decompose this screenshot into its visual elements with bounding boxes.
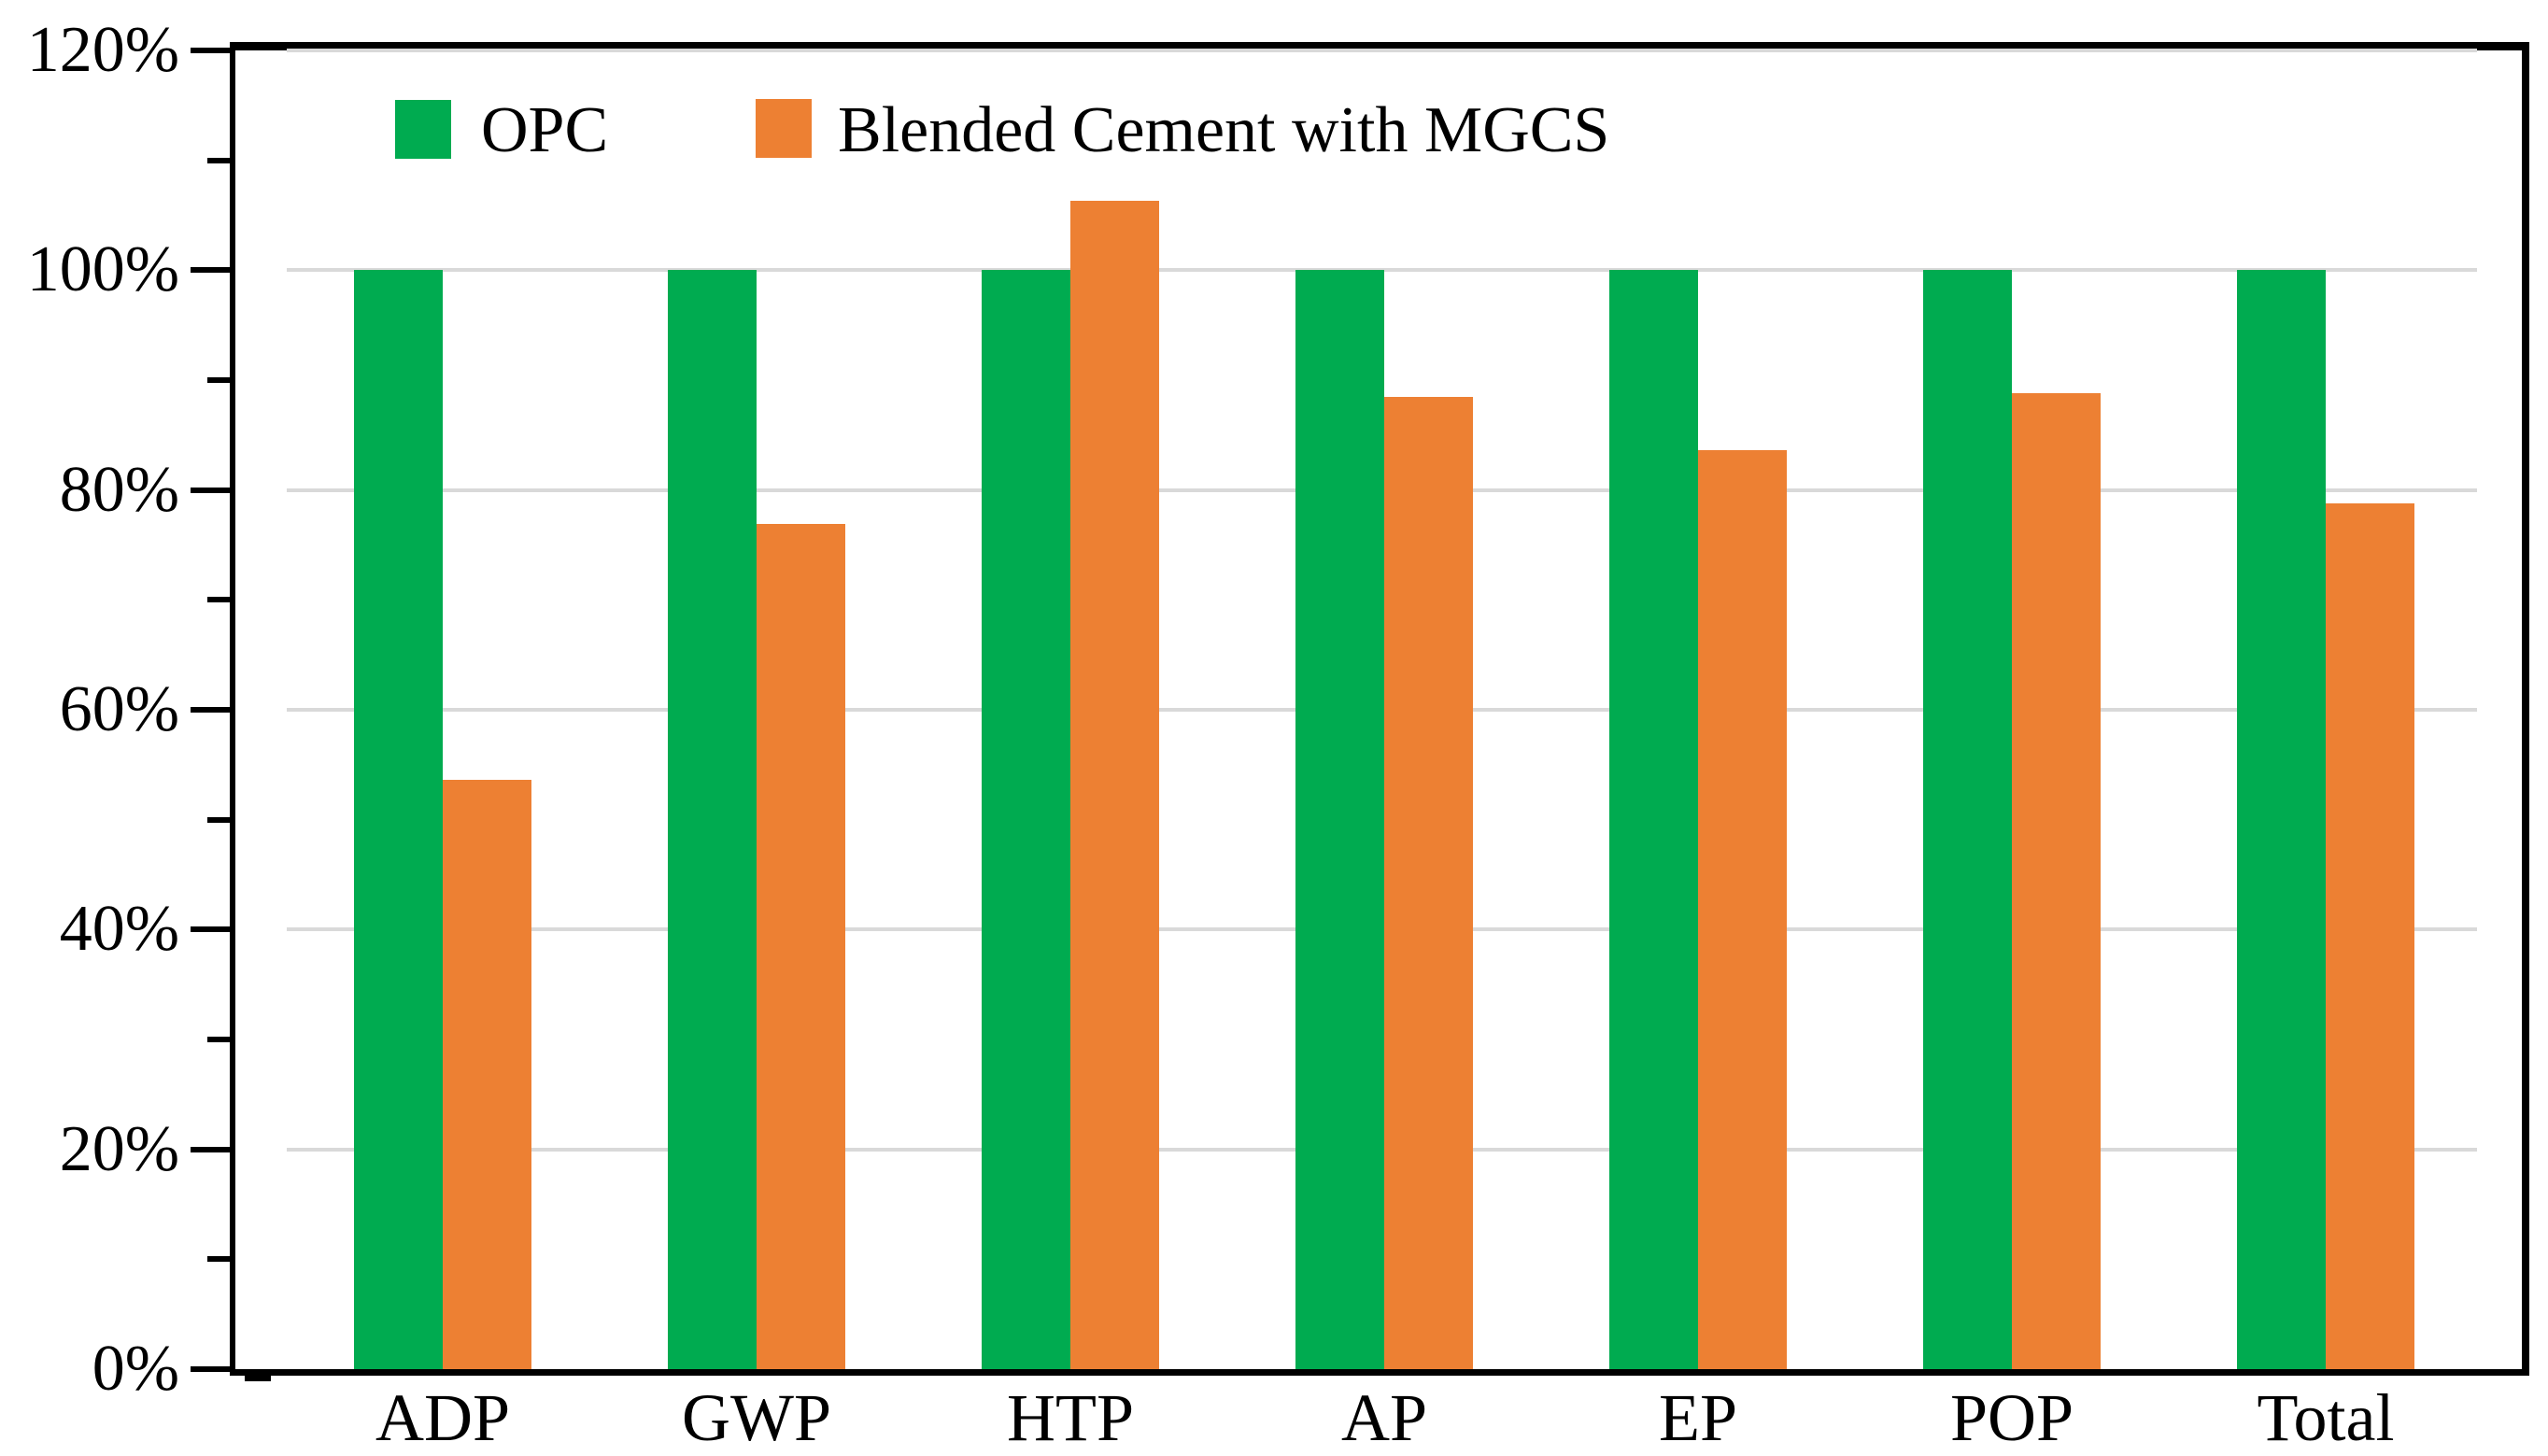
y-axis-label-20pct: 20% [59, 1112, 179, 1185]
y-major-tick-0 [191, 1366, 230, 1372]
gridline-120 [287, 49, 2477, 52]
y-minor-tick-110 [207, 157, 230, 163]
x-axis-label-ap: AP [1340, 1380, 1428, 1455]
x-axis-label-htp: HTP [1006, 1380, 1135, 1455]
y-axis-label-80pct: 80% [59, 453, 179, 526]
bar-opc-ep [1609, 270, 1698, 1369]
bar-blended-total [2326, 502, 2414, 1369]
legend-swatch-blended-cement [756, 99, 812, 158]
legend-label-opc: OPC [481, 94, 609, 166]
y-major-tick-80 [191, 487, 230, 493]
y-axis-label-40pct: 40% [59, 893, 179, 966]
x-axis-label-ep: EP [1658, 1380, 1738, 1455]
x-axis-label-total: Total [2257, 1380, 2395, 1455]
y-minor-tick-70 [207, 597, 230, 603]
bar-blended-ep [1698, 450, 1787, 1369]
bar-opc-total [2237, 270, 2326, 1369]
bar-opc-ap [1295, 270, 1384, 1369]
bar-blended-pop [2012, 393, 2101, 1369]
y-axis-label-60pct: 60% [59, 673, 179, 745]
y-axis-label-100pct: 100% [26, 233, 179, 306]
plot-area [230, 42, 2529, 1376]
y-minor-tick-50 [207, 816, 230, 823]
y-minor-tick-90 [207, 377, 230, 383]
x-axis-corner-tick [245, 1373, 271, 1381]
y-axis-label-0pct: 0% [92, 1333, 179, 1405]
y-major-tick-20 [191, 1146, 230, 1152]
y-major-tick-100 [191, 267, 230, 274]
y-major-tick-120 [191, 48, 230, 53]
bar-blended-gwp [757, 524, 845, 1369]
x-axis-label-gwp: GWP [682, 1380, 831, 1455]
y-major-tick-40 [191, 926, 230, 933]
x-axis-label-pop: POP [1949, 1380, 2074, 1455]
bar-opc-gwp [668, 270, 757, 1369]
y-axis-label-120pct: 120% [26, 14, 179, 86]
bar-blended-htp [1070, 201, 1159, 1369]
bar-opc-htp [982, 270, 1070, 1369]
legend-swatch-opc [395, 100, 451, 159]
bar-blended-ap [1384, 396, 1473, 1369]
legend-label-blended-cement: Blended Cement with MGCS [838, 94, 1610, 166]
plot-inner [235, 49, 2522, 1369]
y-minor-tick-10 [207, 1256, 230, 1263]
y-major-tick-60 [191, 707, 230, 713]
bar-opc-pop [1923, 270, 2012, 1369]
bar-opc-adp [354, 270, 443, 1369]
x-axis-label-adp: ADP [375, 1380, 511, 1455]
y-minor-tick-30 [207, 1037, 230, 1042]
bar-blended-adp [443, 780, 531, 1369]
